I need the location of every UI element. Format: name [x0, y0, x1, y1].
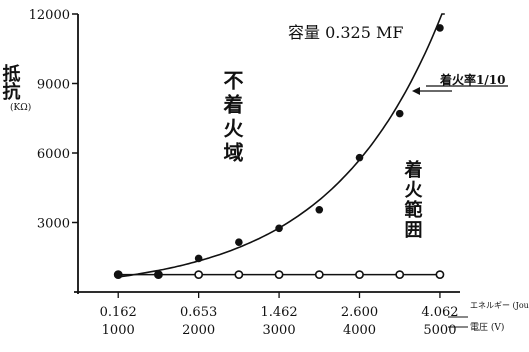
y-axis-unit: (KΩ) [10, 102, 31, 113]
points-layer [113, 24, 445, 280]
region-label-no-ignition: 不着火域 [220, 70, 244, 166]
filled-point [395, 109, 404, 118]
annotation-ignition-rate: 着火率1/10 [439, 72, 505, 87]
x-tick-label-voltage: 3000 [263, 323, 296, 338]
filled-point [355, 153, 364, 162]
x-tick-label-energy: 1.462 [260, 305, 297, 320]
open-point [274, 270, 284, 280]
y-tick-label: 6000 [37, 147, 70, 162]
y-axis-label: 抵抗 [0, 63, 21, 101]
region-label-ignition: 着火範囲 [402, 159, 424, 240]
chart-title: 容量 0.325 MF [288, 23, 403, 42]
open-point [395, 270, 405, 280]
x-tick-label-voltage: 1000 [102, 323, 135, 338]
axes [74, 14, 460, 294]
filled-point [235, 238, 243, 246]
annotation-arrowhead [412, 87, 420, 95]
x-tick-label-voltage: 5000 [423, 323, 456, 338]
fit-curve-layer [118, 13, 445, 278]
open-point [435, 270, 445, 280]
open-point [314, 270, 324, 280]
filled-point [194, 254, 203, 263]
x-axis-energy-label: エネルギー (Joul) [470, 301, 529, 310]
tick-marks: 12000 9000 6000 3000 0.162 1000 0.653 2000 1.462… [29, 8, 459, 338]
filled-point [275, 224, 283, 233]
x-tick-label-voltage: 4000 [343, 323, 376, 338]
y-tick-label: 12000 [29, 8, 70, 23]
open-point [234, 270, 244, 280]
filled-point [154, 270, 163, 279]
fit-curve [118, 13, 445, 278]
x-axis-voltage-label: 電圧 (V) [470, 322, 504, 333]
y-tick-label: 3000 [37, 217, 70, 232]
filled-point [436, 24, 444, 32]
open-point [355, 270, 364, 280]
open-point [194, 270, 204, 280]
x-tick-label-energy: 2.600 [341, 305, 378, 320]
x-tick-label-voltage: 2000 [182, 323, 215, 338]
filled-point [114, 270, 123, 279]
x-tick-label-energy: 0.162 [100, 305, 137, 320]
filled-point [315, 205, 324, 214]
y-tick-label: 9000 [37, 78, 70, 93]
x-tick-label-energy: 4.062 [421, 305, 458, 320]
x-tick-label-energy: 0.653 [180, 305, 217, 320]
